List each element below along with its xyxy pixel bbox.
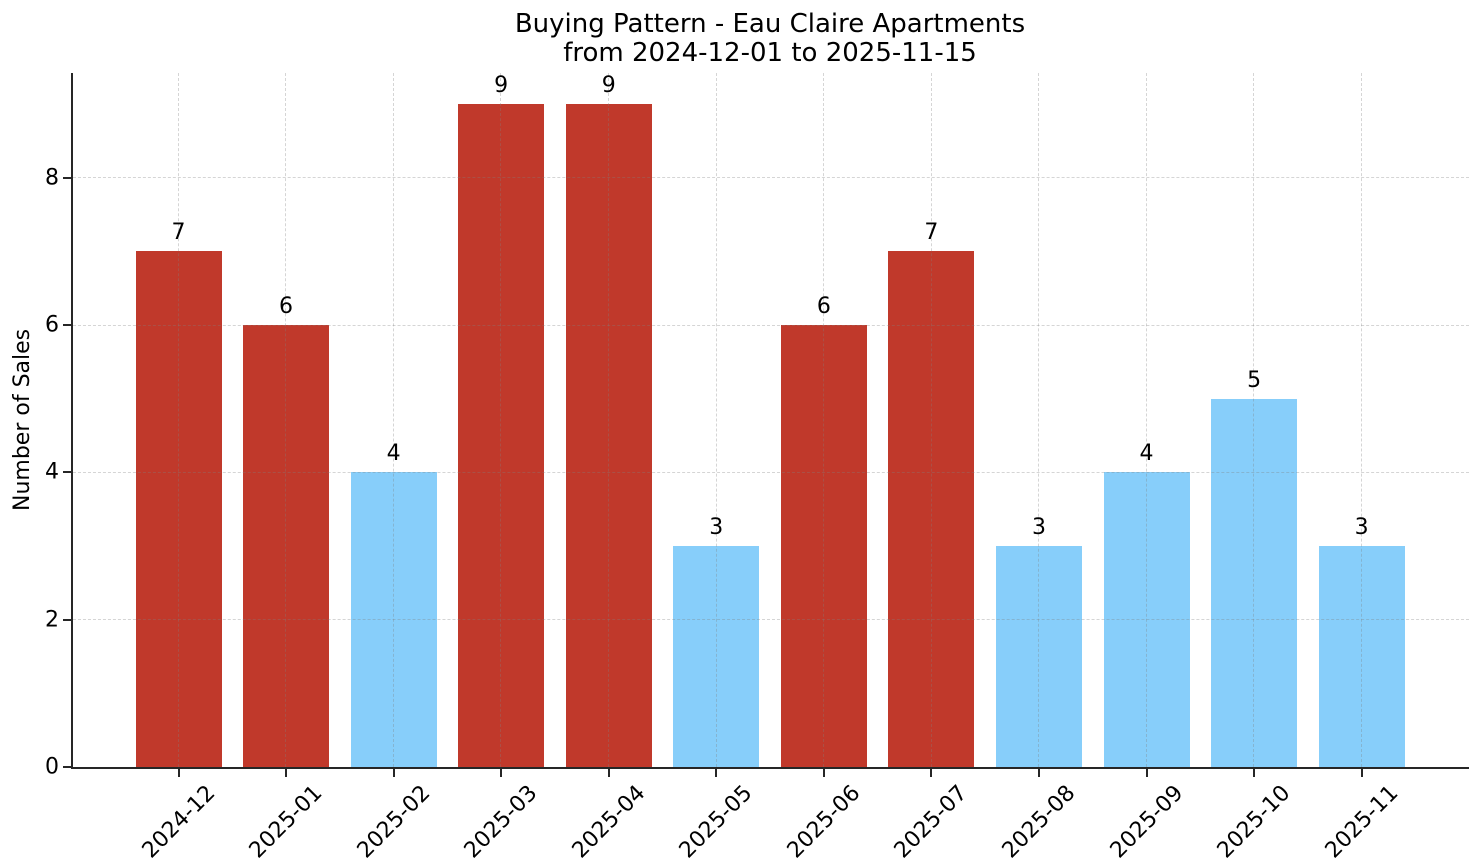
bar-2024-12	[135, 251, 222, 767]
bar-value-label: 3	[1354, 514, 1369, 540]
grid-line-vertical	[1360, 73, 1362, 767]
bar-2025-03	[458, 103, 545, 767]
y-tick-label: 8	[45, 165, 59, 191]
x-tick	[285, 767, 288, 777]
y-axis-label: Number of Sales	[10, 328, 35, 512]
x-tick	[822, 767, 825, 777]
grid-line-vertical	[930, 73, 932, 767]
bar-value-label: 5	[1247, 367, 1262, 393]
bar-value-label: 6	[279, 293, 294, 319]
bar-value-label: 9	[601, 72, 616, 98]
y-tick	[63, 618, 73, 621]
bar-2025-08	[995, 545, 1082, 767]
bar-2025-11	[1318, 545, 1405, 767]
grid-line-vertical	[1038, 73, 1040, 767]
x-tick	[715, 767, 718, 777]
bar-value-label: 7	[924, 220, 939, 246]
x-tick-label: 2025-02	[352, 780, 435, 863]
grid-line-vertical	[285, 73, 287, 767]
grid-line-vertical	[177, 73, 179, 767]
grid-line-vertical	[500, 73, 502, 767]
y-tick-label: 0	[45, 754, 59, 780]
chart-title-line2: from 2024-12-01 to 2025-11-15	[563, 38, 977, 68]
grid-line-vertical	[392, 73, 394, 767]
bar-value-label: 4	[386, 441, 401, 467]
y-tick-label: 2	[45, 607, 59, 633]
y-tick	[63, 176, 73, 179]
y-tick-label: 6	[45, 312, 59, 338]
x-tick	[1360, 767, 1363, 777]
x-tick	[1037, 767, 1040, 777]
bar-value-label: 3	[709, 514, 724, 540]
x-tick-label: 2025-07	[890, 780, 973, 863]
bar-2025-07	[888, 251, 975, 767]
x-tick	[607, 767, 610, 777]
x-tick-label: 2025-10	[1212, 780, 1296, 863]
x-tick	[1145, 767, 1148, 777]
bar-value-label: 9	[494, 72, 509, 98]
bar-2025-06	[780, 324, 867, 767]
x-tick-label: 2025-01	[244, 780, 328, 863]
x-tick-label: 2025-05	[674, 780, 758, 863]
grid-line-vertical	[1253, 73, 1255, 767]
grid-line-vertical	[607, 73, 609, 767]
x-tick	[930, 767, 933, 777]
x-tick	[392, 767, 395, 777]
chart-title: Buying Pattern - Eau Claire Apartments f…	[71, 10, 1469, 68]
bar-value-label: 6	[816, 293, 831, 319]
y-tick-label: 4	[45, 459, 59, 485]
grid-line-vertical	[823, 73, 825, 767]
grid-line-vertical	[715, 73, 717, 767]
plot-area: 0 2 4 6 8 7 2024-12 6 2025-01 4 2025-02 9 2025-03 9 20…	[45, 72, 1469, 863]
grid-line-horizontal	[73, 619, 1469, 621]
bar-2025-05	[673, 545, 760, 767]
grid-line-vertical	[1145, 73, 1147, 767]
chart-title-line1: Buying Pattern - Eau Claire Apartments	[514, 9, 1026, 39]
y-tick	[63, 471, 73, 474]
bar-2025-02	[350, 472, 437, 767]
x-tick	[500, 767, 503, 777]
bar-2025-10	[1211, 398, 1298, 767]
bar-value-label: 3	[1031, 514, 1046, 540]
y-tick	[63, 766, 73, 768]
bar-value-label: 4	[1139, 441, 1154, 467]
x-tick-label: 2025-04	[567, 780, 651, 863]
x-tick-label: 2025-08	[997, 780, 1081, 863]
bar-2025-01	[243, 324, 330, 767]
x-tick-label: 2025-06	[782, 780, 866, 863]
grid-line-horizontal	[73, 472, 1469, 474]
bar-value-label: 7	[171, 220, 186, 246]
x-tick-label: 2024-12	[137, 780, 220, 863]
x-tick	[177, 767, 180, 777]
x-tick-label: 2025-11	[1320, 780, 1403, 863]
bar-2025-04	[565, 103, 652, 767]
grid-line-horizontal	[73, 177, 1469, 179]
x-tick	[1253, 767, 1256, 777]
x-tick-label: 2025-09	[1105, 780, 1188, 863]
grid-line-horizontal	[73, 324, 1469, 326]
x-tick-label: 2025-03	[459, 780, 543, 863]
bar-2025-09	[1103, 472, 1190, 767]
y-tick	[63, 323, 73, 326]
